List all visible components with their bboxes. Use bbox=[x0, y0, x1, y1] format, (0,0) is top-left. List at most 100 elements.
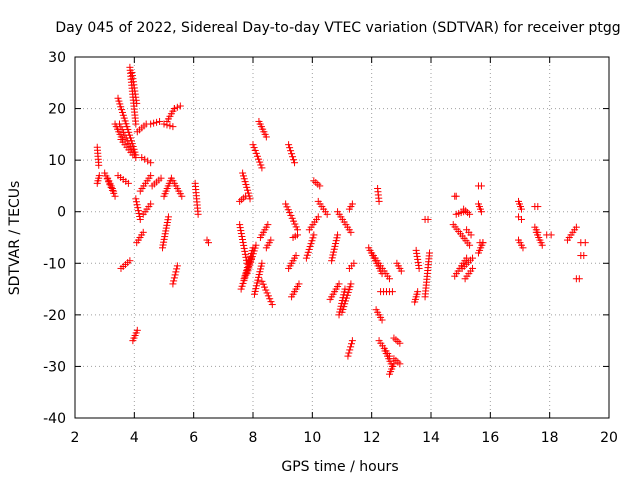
data-point bbox=[341, 285, 349, 293]
data-point bbox=[341, 300, 349, 308]
data-point bbox=[244, 267, 252, 275]
data-point bbox=[288, 214, 296, 222]
data-point bbox=[426, 249, 434, 257]
data-point bbox=[347, 228, 355, 236]
data-point bbox=[156, 117, 164, 125]
data-point bbox=[282, 200, 290, 208]
data-point bbox=[477, 182, 485, 190]
data-point bbox=[287, 147, 295, 155]
data-point bbox=[268, 301, 276, 309]
data-point bbox=[288, 150, 296, 158]
data-point bbox=[245, 264, 253, 272]
data-point bbox=[124, 179, 132, 187]
data-point bbox=[290, 217, 298, 225]
x-tick-label: 8 bbox=[249, 430, 258, 446]
data-point bbox=[241, 247, 249, 255]
data-point bbox=[333, 234, 341, 242]
data-point bbox=[452, 192, 460, 200]
data-point bbox=[178, 192, 186, 200]
data-point bbox=[111, 192, 119, 200]
data-point bbox=[251, 146, 259, 154]
data-point bbox=[132, 195, 140, 203]
x-tick-label: 16 bbox=[481, 430, 499, 446]
data-point bbox=[166, 122, 174, 130]
data-point bbox=[332, 240, 340, 248]
data-point bbox=[240, 244, 248, 252]
data-point bbox=[547, 231, 555, 239]
data-point bbox=[101, 169, 109, 177]
data-point bbox=[575, 275, 583, 283]
y-tick-label: 10 bbox=[48, 153, 66, 169]
data-point bbox=[169, 123, 177, 131]
data-point bbox=[262, 286, 270, 294]
data-point bbox=[134, 207, 142, 215]
data-point bbox=[388, 288, 396, 296]
data-point bbox=[240, 175, 248, 183]
data-point bbox=[260, 283, 268, 291]
data-point bbox=[581, 239, 589, 247]
data-point bbox=[126, 257, 134, 265]
data-point bbox=[283, 203, 291, 211]
data-point bbox=[267, 236, 275, 244]
data-point bbox=[164, 213, 172, 221]
data-point bbox=[479, 239, 487, 247]
data-point bbox=[580, 252, 588, 260]
data-point bbox=[286, 209, 294, 217]
y-tick-label: -30 bbox=[43, 359, 66, 375]
data-point bbox=[251, 244, 259, 252]
data-point bbox=[243, 270, 251, 278]
data-point bbox=[170, 105, 178, 113]
data-point bbox=[144, 157, 152, 165]
data-point bbox=[236, 224, 244, 232]
data-point bbox=[173, 103, 181, 111]
data-point bbox=[157, 174, 165, 182]
data-point bbox=[110, 187, 118, 195]
data-point bbox=[249, 250, 257, 258]
data-point bbox=[328, 257, 336, 265]
data-point bbox=[323, 210, 331, 218]
data-point bbox=[534, 203, 542, 211]
data-point bbox=[329, 251, 337, 259]
data-point bbox=[241, 250, 249, 258]
data-point bbox=[136, 213, 144, 221]
data-point bbox=[469, 254, 477, 262]
data-point bbox=[316, 182, 324, 190]
data-point bbox=[339, 305, 347, 313]
data-point bbox=[466, 241, 474, 249]
data-point bbox=[256, 158, 264, 166]
data-point bbox=[292, 223, 300, 231]
data-point bbox=[414, 288, 422, 296]
data-point bbox=[172, 268, 180, 276]
data-point bbox=[258, 259, 266, 267]
data-point bbox=[385, 275, 393, 283]
data-point bbox=[345, 349, 353, 357]
data-point bbox=[266, 295, 274, 303]
data-point bbox=[194, 210, 202, 218]
data-point bbox=[249, 141, 257, 149]
data-point bbox=[305, 245, 313, 253]
data-point bbox=[116, 100, 124, 108]
data-point bbox=[314, 213, 322, 221]
data-point bbox=[252, 241, 260, 249]
data-point bbox=[253, 152, 261, 160]
data-point bbox=[264, 292, 272, 300]
data-point bbox=[240, 241, 248, 249]
data-point bbox=[463, 254, 471, 262]
data-point bbox=[304, 248, 312, 256]
data-point bbox=[415, 264, 423, 272]
data-point bbox=[118, 106, 126, 114]
x-tick-label: 10 bbox=[303, 430, 321, 446]
data-point bbox=[147, 120, 155, 128]
data-point bbox=[350, 259, 358, 267]
data-point bbox=[121, 117, 129, 125]
data-point bbox=[239, 238, 247, 246]
data-point bbox=[306, 243, 314, 251]
data-point bbox=[397, 267, 405, 275]
data-point bbox=[342, 297, 350, 305]
data-point bbox=[169, 280, 177, 288]
x-tick-label: 6 bbox=[189, 430, 198, 446]
data-point bbox=[310, 231, 318, 239]
data-point bbox=[258, 277, 266, 285]
y-tick-label: 0 bbox=[57, 205, 66, 221]
y-tick-label: -20 bbox=[43, 308, 66, 324]
